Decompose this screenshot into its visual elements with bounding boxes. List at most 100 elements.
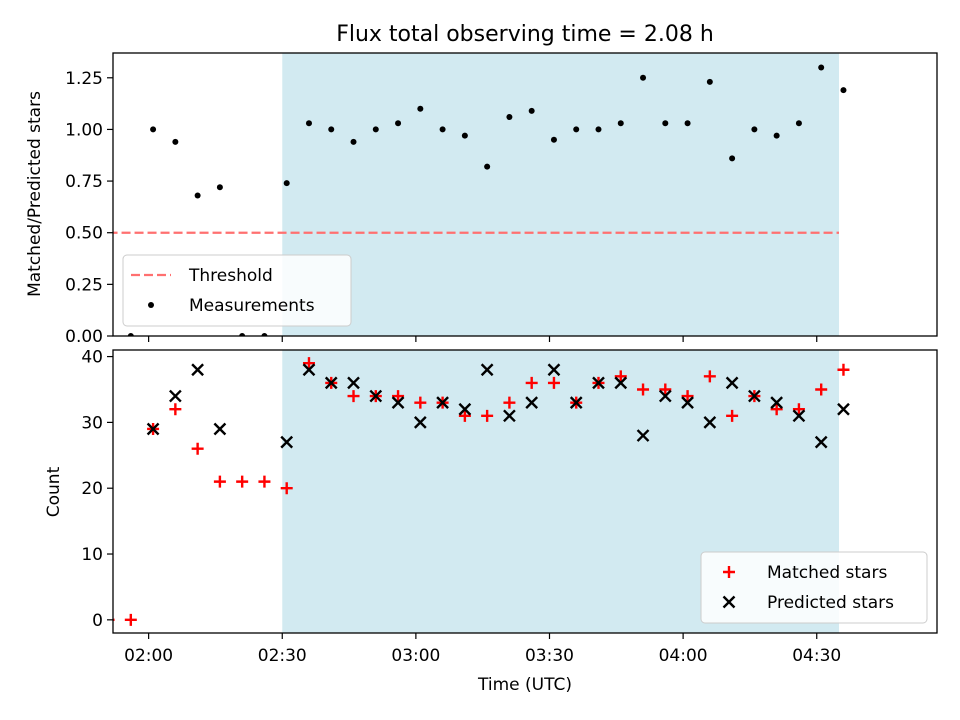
measurement-point	[127, 333, 134, 336]
measurement-point	[395, 120, 402, 127]
measurement-point	[640, 74, 647, 81]
measurement-point	[550, 136, 557, 143]
measurement-point	[150, 126, 157, 133]
observing-window-shade	[282, 53, 840, 336]
matched-stars-marker	[547, 376, 560, 389]
predicted-stars-marker	[458, 402, 472, 416]
matched-stars-marker	[770, 403, 783, 416]
series-predicted-stars	[146, 363, 850, 449]
x-tick-label: 03:00	[391, 646, 440, 666]
measurement-point	[773, 132, 780, 139]
legend: Threshold Measurements	[122, 254, 352, 327]
predicted-stars-marker	[748, 389, 761, 403]
matched-stars-marker	[213, 475, 226, 488]
predicted-stars-marker	[480, 363, 494, 377]
x-tick-label: 03:30	[525, 646, 574, 666]
measurement-point	[706, 78, 713, 85]
matched-stars-marker	[302, 357, 315, 370]
predicted-stars-marker	[770, 396, 784, 409]
legend: Matched stars Predicted stars	[700, 551, 928, 624]
measurement-point	[662, 120, 669, 127]
matched-stars-marker	[703, 370, 716, 383]
measurement-point	[216, 184, 223, 191]
matched-stars-marker	[280, 482, 293, 495]
matched-stars-marker	[191, 442, 204, 455]
measurement-point	[818, 64, 825, 71]
x-tick-label: 04:00	[659, 646, 708, 666]
matched-stars-marker	[681, 390, 694, 403]
measurement-point	[305, 120, 312, 127]
measurement-point	[461, 132, 468, 139]
predicted-stars-marker	[391, 396, 405, 409]
measurement-point	[729, 155, 736, 162]
y-tick-label: 0	[92, 611, 103, 631]
measurement-point	[528, 107, 535, 114]
y-tick-label: 0.50	[65, 224, 103, 244]
predicted-stars-marker	[191, 363, 204, 377]
plot-area	[113, 357, 850, 626]
matched-stars-marker	[169, 403, 182, 416]
measurement-point	[417, 105, 424, 112]
measurement-point	[328, 126, 335, 133]
matched-stars-marker	[458, 409, 471, 422]
predicted-stars-marker	[413, 416, 427, 429]
measurement-point	[172, 138, 179, 145]
matched-stars-marker	[614, 370, 627, 383]
count-panel: Count 0 10 20 30 40 02:00 02:30 03:00 03:30 04:00…	[44, 348, 938, 666]
predicted-stars-marker	[369, 389, 383, 403]
legend-box	[122, 254, 352, 327]
measurement-point	[684, 120, 691, 127]
predicted-stars-marker	[213, 422, 227, 436]
y-tick-label: 1.00	[65, 120, 103, 140]
count-y-axis-label: Count	[44, 466, 64, 517]
measurement-point	[573, 126, 580, 133]
matched-stars-marker	[258, 475, 271, 488]
matched-stars-marker	[481, 409, 494, 422]
x-tick-label: 04:30	[792, 646, 841, 666]
legend-matched-swatch	[723, 566, 735, 578]
y-tick-label: 30	[81, 413, 103, 433]
legend-label: Matched stars	[767, 563, 887, 583]
y-tick-label: 0.25	[65, 275, 103, 295]
predicted-stars-marker	[592, 376, 605, 390]
measurement-point	[595, 126, 602, 133]
matched-stars-marker	[503, 396, 516, 409]
predicted-stars-marker	[681, 396, 694, 409]
measurement-point	[194, 192, 201, 199]
matched-stars-marker	[392, 390, 405, 403]
predicted-stars-marker	[569, 396, 583, 409]
predicted-stars-marker	[792, 409, 806, 423]
matched-stars-marker	[236, 475, 249, 488]
predicted-stars-marker	[146, 422, 160, 436]
chart-title: Flux total observing time = 2.08 h	[336, 22, 714, 47]
legend-label: Threshold	[188, 266, 273, 286]
predicted-stars-marker	[302, 363, 316, 377]
predicted-stars-marker	[525, 396, 539, 409]
measurement-point	[239, 333, 246, 336]
predicted-stars-marker	[169, 389, 182, 403]
legend-predicted-swatch	[722, 595, 736, 609]
y-tick-label: 10	[81, 545, 103, 565]
matched-stars-marker	[726, 409, 739, 422]
y-tick-label: 40	[81, 348, 103, 368]
legend-label: Predicted stars	[767, 593, 894, 613]
predicted-stars-marker	[347, 376, 360, 390]
measurement-point	[283, 180, 290, 187]
legend-label: Measurements	[189, 296, 315, 316]
measurement-point	[840, 87, 847, 94]
axes-frame	[112, 349, 938, 634]
ratio-y-axis-label: Matched/Predicted stars	[25, 91, 45, 297]
matched-stars-marker	[414, 396, 427, 409]
matched-stars-marker	[837, 363, 850, 376]
measurement-point	[350, 138, 357, 145]
measurement-point	[751, 126, 758, 133]
predicted-stars-marker	[658, 389, 672, 403]
legend-box	[700, 551, 928, 624]
predicted-stars-marker	[614, 376, 628, 390]
plot-area	[113, 64, 847, 336]
predicted-stars-marker	[280, 435, 294, 449]
predicted-stars-marker	[503, 409, 516, 423]
measurement-point	[795, 120, 802, 127]
measurement-point	[372, 126, 379, 133]
